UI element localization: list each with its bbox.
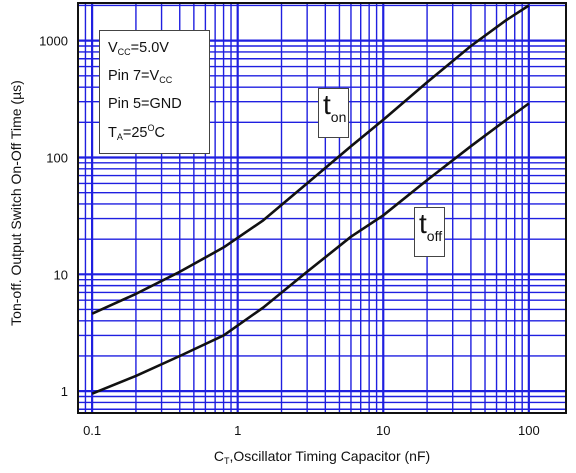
x-tick-label: 10 [376,423,390,438]
y-tick-label: 1000 [39,34,68,49]
x-axis-title-text: ,Oscillator Timing Capacitor (nF) [229,448,431,464]
conditions-box: VCC=5.0V Pin 7=VCC Pin 5=GND TA=25OC [99,30,210,154]
condition-pin7-text: Pin 7=V [108,68,160,84]
x-axis-title-symbol: C [213,448,224,464]
series-line-t-on [91,4,530,315]
condition-pin7-subscript: CC [159,75,173,85]
x-tick-label: 1 [234,423,241,438]
series-label-toff-main: t [419,208,427,239]
condition-ta-subscript: A [116,132,123,142]
y-axis-title-box: Ton-off. Output Switch On-Off Time (µs) [8,3,24,403]
x-tick-label: 0.1 [83,423,101,438]
series-label-toff: toff [414,207,446,257]
series-label-ton: ton [318,88,350,138]
condition-vcc-symbol: V [108,40,118,56]
series-label-toff-sub: off [426,228,443,244]
condition-vcc-subscript: CC [117,47,131,57]
x-axis-title: CT,Oscillator Timing Capacitor (nF) [78,448,566,466]
condition-ta: TA=25OC [108,116,209,149]
condition-vcc: VCC=5.0V [108,36,209,64]
condition-ta-unit: C [154,125,165,141]
series-line-t-off [91,102,530,395]
condition-ta-value: =25 [122,125,148,141]
condition-pin5-text: Pin 5=GND [108,96,182,112]
x-tick-label: 100 [518,423,540,438]
condition-ta-symbol: T [108,125,117,141]
y-tick-label: 100 [46,150,68,165]
condition-pin7: Pin 7=VCC [108,64,209,92]
y-tick-label: 1 [61,384,68,399]
series-label-ton-sub: on [330,109,347,125]
y-axis-title: Ton-off. Output Switch On-Off Time (µs) [8,80,24,326]
curves [91,4,530,395]
tick-labels: 0.1 1 10 100 1 10 100 1000 [39,34,540,438]
condition-ta-degree: O [147,123,155,133]
plot-frame [77,2,567,414]
series-label-ton-main: t [323,89,331,120]
x-axis-title-subscript: T [223,456,230,466]
y-tick-label: 10 [54,267,68,282]
condition-vcc-value: =5.0V [130,40,169,56]
condition-pin5: Pin 5=GND [108,92,209,116]
